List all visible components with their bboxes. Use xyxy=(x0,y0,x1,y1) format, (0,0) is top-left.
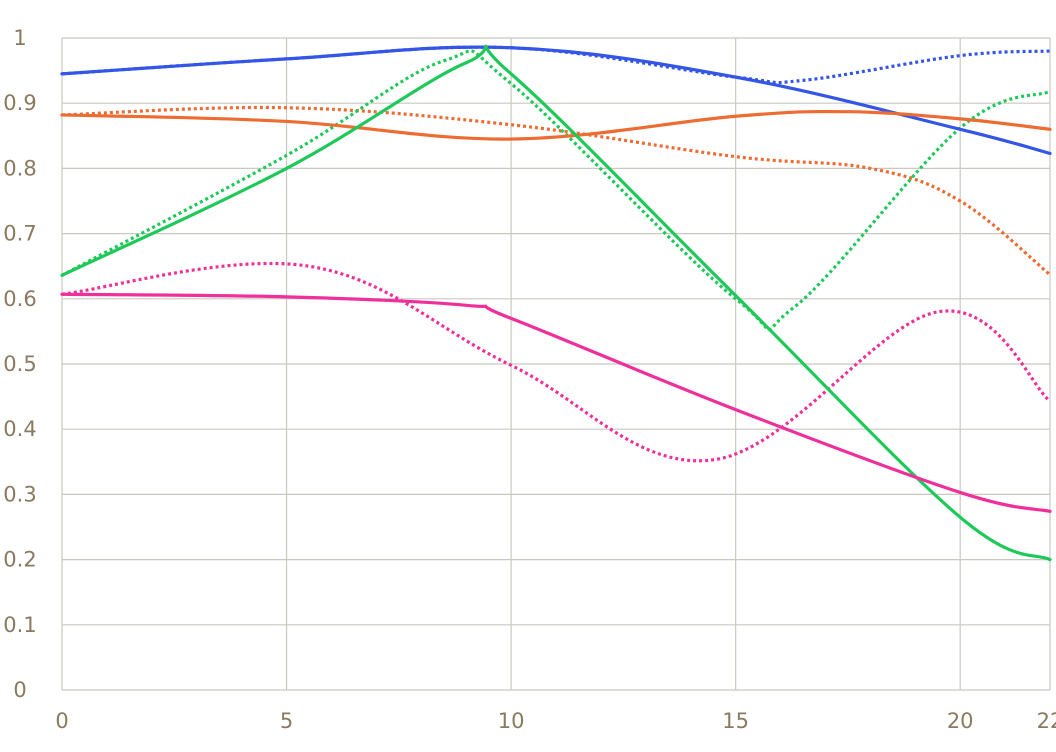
x-tick-label: 5 xyxy=(280,709,293,733)
x-tick-label: 22 xyxy=(1037,709,1056,733)
y-tick-label: 0.6 xyxy=(3,287,36,311)
y-tick-label: 0.5 xyxy=(3,352,36,376)
series-line-2-solid xyxy=(60,109,1052,141)
y-tick-label: 0.7 xyxy=(3,222,36,246)
series-lines xyxy=(60,44,1052,562)
y-tick-label: 0.4 xyxy=(3,417,36,441)
grid xyxy=(61,37,1051,691)
x-tick-label: 0 xyxy=(55,709,68,733)
series-line-7-dotted xyxy=(61,261,1052,463)
series-line-0-solid xyxy=(60,45,1052,155)
y-tick-label: 0.1 xyxy=(3,613,36,637)
x-tick-label: 10 xyxy=(498,709,525,733)
y-tick-label: 0.8 xyxy=(3,156,36,180)
axis-tick-labels: 0 5 10 15 20 22 0 0.1 0.2 0.3 0.4 0.5 0.6 0.7 0.8 0.9 1 xyxy=(3,26,1056,733)
y-tick-label: 0.3 xyxy=(3,482,36,506)
series-line-5-dotted xyxy=(61,49,1051,332)
series-line-6-solid xyxy=(60,292,1052,513)
x-tick-label: 20 xyxy=(947,709,974,733)
y-tick-label: 1 xyxy=(13,26,26,50)
y-tick-label: 0.9 xyxy=(3,91,36,115)
y-tick-label: 0 xyxy=(13,678,26,702)
y-tick-label: 0.2 xyxy=(3,548,36,572)
series-line-3-dotted xyxy=(61,105,1052,276)
x-tick-label: 15 xyxy=(722,709,749,733)
series-line-4-solid xyxy=(60,44,1052,562)
